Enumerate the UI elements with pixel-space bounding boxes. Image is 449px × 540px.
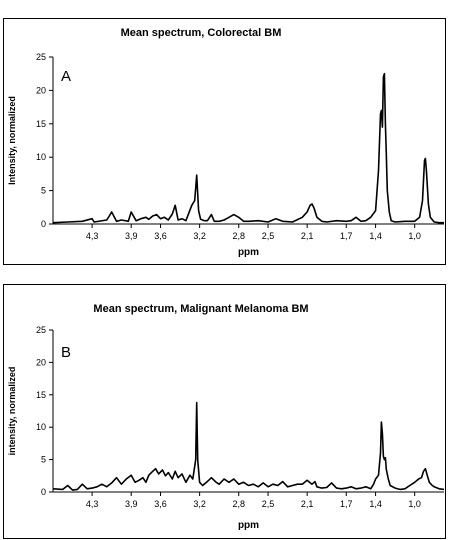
chart-b-y-tick-label: 20 (36, 357, 46, 367)
chart-b-y-tick-label: 15 (36, 390, 46, 400)
chart-a-x-tick-label: 1,0 (408, 231, 421, 241)
chart-b-panel-letter: B (61, 344, 71, 361)
chart-a-panel-letter: A (61, 68, 71, 85)
chart-a-y-tick-label: 10 (36, 152, 46, 162)
chart-a-x-tick-label: 2,1 (301, 231, 314, 241)
chart-a-x-tick-label: 2,5 (262, 231, 275, 241)
chart-a-x-axis-label: ppm (238, 247, 259, 258)
chart-a-x-tick-label: 3,6 (154, 231, 167, 241)
chart-a-x-tick-label: 1,7 (340, 231, 353, 241)
chart-b-spectrum-line (52, 401, 445, 491)
chart-a-title: Mean spectrum, Colorectal BM (121, 27, 282, 39)
chart-panel-a: Mean spectrum, Colorectal BM A 0 5 10 15 20 25 4… (3, 18, 446, 265)
chart-b-x-tick-label: 4,3 (86, 499, 99, 509)
chart-panel-b: Mean spectrum, Malignant Melanoma BM B 0 5 1… (3, 284, 446, 539)
chart-b-y-tick-label: 10 (36, 422, 46, 432)
chart-a-x-tick-label: 3,2 (193, 231, 206, 241)
spectrum-chart-a: Mean spectrum, Colorectal BM A 0 5 10 15 20 25 4… (7, 27, 444, 258)
chart-a-x-tick-label: 4,3 (86, 231, 99, 241)
chart-b-x-tick-label: 3,6 (154, 499, 167, 509)
chart-b-x-tick-label: 2,5 (262, 499, 275, 509)
chart-a-y-tick-label: 20 (36, 85, 46, 95)
chart-b-x-tick-label: 3,9 (125, 499, 138, 509)
spectrum-chart-b: Mean spectrum, Malignant Melanoma BM B 0 5 1… (7, 303, 445, 531)
chart-a-x-tick-label: 3,9 (125, 231, 138, 241)
chart-a-x-tick-label: 2,8 (232, 231, 245, 241)
chart-a-y-tick-label: 5 (41, 186, 46, 196)
chart-a-y-tick-label: 0 (41, 219, 46, 229)
chart-b-y-tick-label: 5 (41, 455, 46, 465)
chart-a-spectrum-line (52, 72, 444, 224)
chart-a-y-tick-label: 15 (36, 119, 46, 129)
chart-a-x-tick-label: 1,4 (369, 231, 382, 241)
chart-b-title: Mean spectrum, Malignant Melanoma BM (93, 303, 308, 315)
chart-b-y-tick-label: 25 (36, 325, 46, 335)
chart-b-x-tick-label: 1,7 (340, 499, 353, 509)
chart-b-x-tick-label: 2,1 (301, 499, 314, 509)
chart-b-x-tick-label: 3,2 (193, 499, 206, 509)
chart-a-y-tick-label: 25 (36, 52, 46, 62)
chart-b-x-tick-label: 1,4 (369, 499, 382, 509)
chart-b-y-tick-label: 0 (41, 487, 46, 497)
chart-a-y-axis-label: Intensity, normalized (7, 96, 17, 185)
chart-b-x-axis-label: ppm (238, 520, 259, 531)
chart-b-x-tick-label: 1,0 (408, 499, 421, 509)
chart-b-x-tick-label: 2,8 (232, 499, 245, 509)
chart-b-y-axis-label: intensity, normalized (7, 367, 17, 456)
